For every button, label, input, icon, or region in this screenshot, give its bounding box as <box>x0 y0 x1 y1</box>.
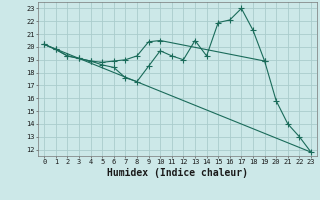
X-axis label: Humidex (Indice chaleur): Humidex (Indice chaleur) <box>107 168 248 178</box>
